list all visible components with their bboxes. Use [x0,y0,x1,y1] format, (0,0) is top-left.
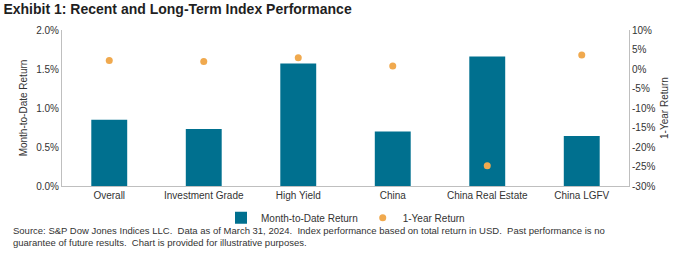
svg-text:0%: 0% [632,64,647,75]
svg-text:-20%: -20% [632,142,655,153]
svg-text:China LGFV: China LGFV [554,190,609,201]
svg-text:High Yield: High Yield [276,190,321,201]
svg-text:10%: 10% [632,25,652,36]
svg-text:0.5%: 0.5% [36,142,59,153]
svg-text:China: China [380,190,407,201]
svg-text:1.0%: 1.0% [36,103,59,114]
svg-text:1.5%: 1.5% [36,64,59,75]
svg-text:Overall: Overall [93,190,125,201]
svg-text:Exhibit 1: Recent and Long-Ter: Exhibit 1: Recent and Long-Term Index Pe… [3,1,351,17]
svg-text:-5%: -5% [632,83,650,94]
svg-text:1-Year Return: 1-Year Return [403,213,465,224]
svg-text:1-Year Return: 1-Year Return [659,77,670,139]
svg-text:0.0%: 0.0% [36,181,59,192]
svg-text:Source: S&P Dow Jones Indices: Source: S&P Dow Jones Indices LLC. Data … [13,225,605,248]
svg-text:-15%: -15% [632,122,655,133]
svg-text:China Real Estate: China Real Estate [447,190,528,201]
svg-text:2.0%: 2.0% [36,25,59,36]
svg-text:-10%: -10% [632,103,655,114]
svg-text:Month-to-Date Return: Month-to-Date Return [18,60,29,157]
svg-text:-25%: -25% [632,161,655,172]
svg-text:5%: 5% [632,44,647,55]
svg-text:-30%: -30% [632,181,655,192]
svg-text:Investment Grade: Investment Grade [164,190,244,201]
svg-text:Month-to-Date Return: Month-to-Date Return [261,213,358,224]
